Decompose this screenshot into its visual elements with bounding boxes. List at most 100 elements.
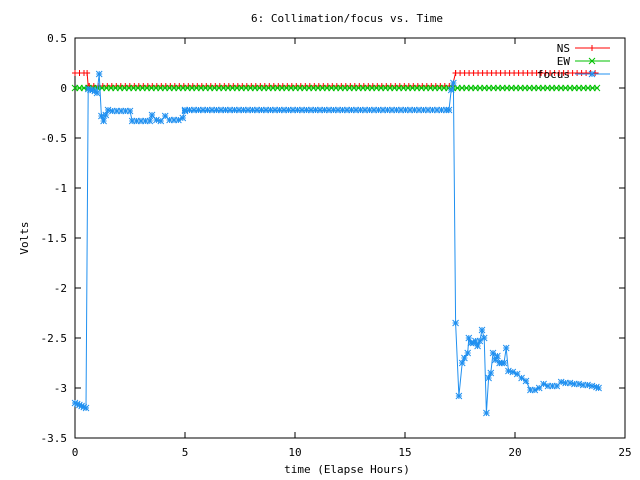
y-tick-label: -1.5 bbox=[41, 232, 68, 245]
data-point bbox=[199, 106, 207, 114]
data-point bbox=[485, 374, 492, 382]
data-point bbox=[84, 85, 92, 93]
data-point bbox=[522, 377, 530, 385]
data-point bbox=[366, 106, 373, 114]
legend-label: EW bbox=[557, 55, 571, 68]
legend-label: focus bbox=[537, 68, 570, 81]
data-point bbox=[375, 106, 382, 114]
data-point bbox=[370, 106, 378, 114]
data-point bbox=[89, 86, 96, 94]
data-point bbox=[480, 334, 488, 342]
data-point bbox=[181, 107, 189, 115]
data-point bbox=[307, 106, 315, 114]
data-point bbox=[402, 106, 409, 114]
data-point bbox=[429, 106, 436, 114]
data-point bbox=[505, 367, 512, 375]
x-tick-label: 0 bbox=[72, 446, 79, 459]
data-point bbox=[361, 106, 369, 114]
data-point bbox=[100, 117, 107, 125]
data-point bbox=[73, 400, 81, 408]
data-point bbox=[379, 106, 387, 114]
data-point bbox=[235, 106, 243, 114]
data-point bbox=[104, 106, 112, 114]
data-point bbox=[142, 117, 149, 125]
data-point bbox=[535, 384, 543, 392]
data-point bbox=[397, 106, 405, 114]
x-tick-label: 15 bbox=[398, 446, 411, 459]
data-point bbox=[186, 106, 193, 114]
data-point bbox=[71, 399, 79, 407]
data-point bbox=[312, 106, 319, 114]
legend-swatch-marker bbox=[588, 70, 596, 78]
data-point bbox=[474, 342, 481, 350]
data-point bbox=[450, 79, 457, 87]
data-point bbox=[240, 106, 247, 114]
data-point bbox=[406, 106, 414, 114]
x-tick-label: 10 bbox=[288, 446, 301, 459]
data-point bbox=[126, 107, 134, 115]
data-point bbox=[500, 359, 508, 367]
legend-swatch-marker bbox=[588, 57, 596, 65]
data-point bbox=[190, 106, 198, 114]
data-point bbox=[489, 349, 497, 357]
x-tick-label: 25 bbox=[618, 446, 631, 459]
data-point bbox=[584, 381, 591, 389]
data-point bbox=[321, 106, 328, 114]
data-point bbox=[285, 106, 292, 114]
data-point bbox=[289, 106, 297, 114]
y-tick-label: -2.5 bbox=[41, 332, 68, 345]
series-focus bbox=[71, 70, 602, 417]
data-point bbox=[276, 106, 283, 114]
data-point bbox=[204, 106, 211, 114]
y-tick-label: -3 bbox=[54, 382, 67, 395]
data-point bbox=[472, 337, 479, 345]
data-point bbox=[316, 106, 324, 114]
data-point bbox=[384, 106, 391, 114]
data-point bbox=[122, 107, 129, 115]
data-point bbox=[352, 106, 360, 114]
data-point bbox=[334, 106, 342, 114]
data-point bbox=[98, 112, 105, 120]
legend-label: NS bbox=[557, 42, 570, 55]
plot-area: 0 5 10 15 20 25 0.5 0 -0.5 -1 -1.5 -2 -2.5 -3 -3.5 NSEW… bbox=[41, 32, 632, 459]
data-point bbox=[231, 106, 238, 114]
data-point bbox=[179, 114, 187, 122]
data-point bbox=[595, 384, 602, 392]
data-point bbox=[348, 106, 355, 114]
data-point bbox=[438, 106, 445, 114]
data-point bbox=[553, 382, 561, 390]
data-point bbox=[579, 381, 587, 389]
data-point bbox=[213, 106, 220, 114]
data-point bbox=[175, 116, 182, 124]
data-point bbox=[325, 106, 333, 114]
data-point bbox=[93, 89, 101, 97]
data-point bbox=[502, 344, 510, 352]
data-point bbox=[82, 404, 90, 412]
data-point bbox=[267, 106, 274, 114]
data-point bbox=[593, 383, 600, 391]
data-point bbox=[540, 380, 547, 388]
data-point bbox=[476, 337, 484, 345]
data-point bbox=[518, 374, 525, 382]
x-tick-label: 20 bbox=[508, 446, 521, 459]
data-point bbox=[153, 116, 160, 124]
data-point bbox=[513, 370, 521, 378]
data-point bbox=[161, 112, 169, 120]
data-point bbox=[393, 106, 400, 114]
data-point bbox=[271, 106, 279, 114]
data-point bbox=[258, 106, 265, 114]
data-point bbox=[78, 402, 85, 410]
data-point bbox=[166, 116, 173, 124]
data-point bbox=[465, 334, 473, 342]
data-point bbox=[330, 106, 337, 114]
data-point bbox=[388, 106, 396, 114]
data-point bbox=[452, 70, 459, 76]
data-point bbox=[557, 378, 565, 386]
data-point bbox=[478, 326, 486, 334]
y-axis-label: Volts bbox=[18, 221, 31, 254]
data-point bbox=[208, 106, 216, 114]
data-point bbox=[527, 386, 534, 394]
data-point bbox=[509, 368, 517, 376]
